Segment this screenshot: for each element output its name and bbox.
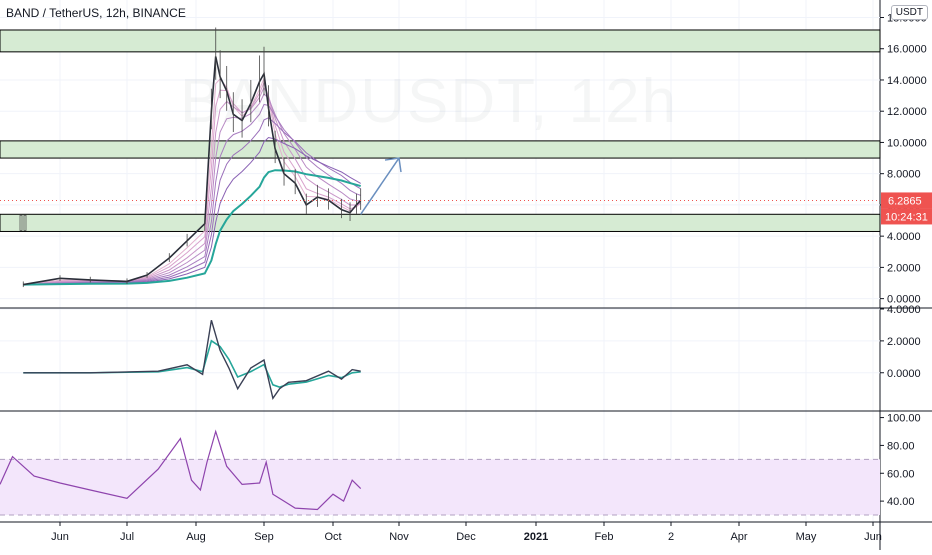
time-tick-label: Feb xyxy=(595,531,614,543)
countdown-badge xyxy=(881,208,932,225)
osc-signal-line xyxy=(23,339,361,388)
ema-ribbon-line xyxy=(23,103,361,286)
time-tick-label: Oct xyxy=(324,531,341,543)
zone-marker xyxy=(23,214,27,231)
price-tick-label: 14.0000 xyxy=(887,75,927,87)
time-tick-label: Jun xyxy=(51,531,69,543)
price-tick-label: 16.0000 xyxy=(887,44,927,56)
price-tick-label: 2.0000 xyxy=(887,262,921,274)
osc-tick-label: 2.0000 xyxy=(887,336,921,348)
price-tick-label: 4.0000 xyxy=(887,231,921,243)
time-tick-label: 2021 xyxy=(524,531,548,543)
time-tick-label: Apr xyxy=(730,531,747,543)
zone-marker xyxy=(19,214,23,231)
last-price-value: 6.2865 xyxy=(888,195,922,207)
countdown-value: 10:24:31 xyxy=(885,211,928,223)
rsi-tick-label: 40.00 xyxy=(887,496,915,508)
rsi-band xyxy=(0,459,880,516)
currency-badge[interactable]: USDT xyxy=(890,5,928,20)
time-tick-label: Sep xyxy=(254,531,274,543)
osc-line xyxy=(23,320,361,400)
price-line xyxy=(23,56,362,286)
price-tick-label: 8.0000 xyxy=(887,169,921,181)
time-tick-label: Nov xyxy=(389,531,409,543)
ema-slow-line xyxy=(23,169,361,286)
time-tick-label: Aug xyxy=(186,531,206,543)
time-tick-label: May xyxy=(796,531,817,543)
time-tick-label: 2 xyxy=(668,531,674,543)
rsi-tick-label: 60.00 xyxy=(887,468,915,480)
ema-ribbon-line xyxy=(23,93,361,286)
time-tick-label: Dec xyxy=(456,531,476,543)
support-resistance-zone xyxy=(0,213,881,232)
ema-ribbon-line xyxy=(23,136,361,286)
projection-arrow-head xyxy=(384,157,402,173)
rsi-line xyxy=(0,429,362,511)
ema-ribbon-line xyxy=(23,117,361,286)
price-tick-label: 0.0000 xyxy=(887,294,921,306)
price-tick-label: 10.0000 xyxy=(887,137,927,149)
osc-tick-label: 4.0000 xyxy=(887,304,921,316)
projection-arrow xyxy=(360,157,400,215)
rsi-tick-label: 80.00 xyxy=(887,440,915,452)
support-resistance-zone xyxy=(0,29,881,53)
osc-tick-label: 0.0000 xyxy=(887,368,921,380)
last-price-badge xyxy=(881,192,932,209)
symbol-title[interactable]: BAND / TetherUS, 12h, BINANCE xyxy=(6,6,186,20)
time-tick-label: Jun xyxy=(864,531,882,543)
time-tick-label: Jul xyxy=(120,531,134,543)
rsi-tick-label: 100.00 xyxy=(887,413,921,425)
price-tick-label: 12.0000 xyxy=(887,106,927,118)
support-resistance-zone xyxy=(0,140,881,159)
symbol-watermark: BANDUSDT, 12h xyxy=(180,67,679,136)
